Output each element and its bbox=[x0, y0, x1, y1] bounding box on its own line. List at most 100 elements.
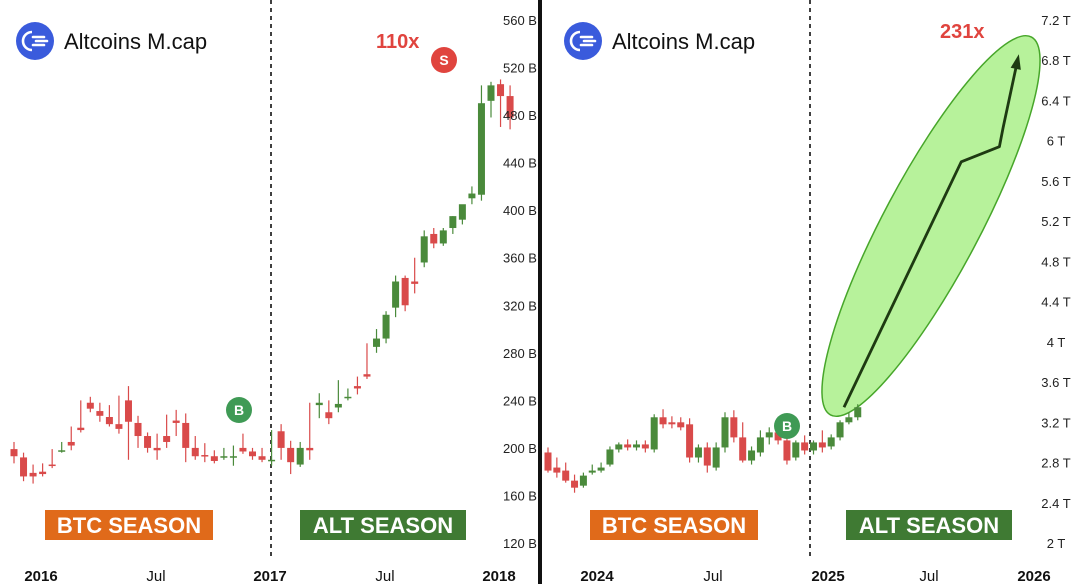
y-tick-label: 480 B bbox=[503, 108, 537, 123]
candle bbox=[497, 79, 505, 127]
candle bbox=[115, 395, 123, 434]
candle bbox=[615, 442, 623, 453]
y-tick-label: 2.8 T bbox=[1041, 456, 1070, 471]
panel-divider bbox=[538, 0, 542, 584]
candle bbox=[153, 433, 161, 460]
candle bbox=[836, 420, 844, 441]
y-tick-label: 2.4 T bbox=[1041, 496, 1070, 511]
y-tick-label: 4.4 T bbox=[1041, 295, 1070, 310]
y-tick-label: 520 B bbox=[503, 61, 537, 76]
candle bbox=[827, 434, 835, 450]
y-tick-label: 3.6 T bbox=[1041, 375, 1070, 390]
candle bbox=[258, 447, 266, 463]
candle bbox=[325, 400, 333, 425]
candle bbox=[411, 257, 419, 294]
y-tick-label: 3.2 T bbox=[1041, 415, 1070, 430]
candles-2024 bbox=[544, 404, 862, 493]
x-tick-2018: 2018 bbox=[482, 568, 515, 584]
candle bbox=[77, 400, 85, 433]
candle bbox=[363, 343, 371, 379]
candle bbox=[801, 435, 809, 455]
y-tick-label: 160 B bbox=[503, 488, 537, 503]
candle bbox=[58, 441, 66, 453]
candle bbox=[373, 329, 381, 353]
candle bbox=[810, 440, 817, 455]
y-tick-label: 6 T bbox=[1047, 134, 1066, 149]
candle bbox=[163, 414, 171, 448]
candle bbox=[315, 393, 323, 419]
y-tick-label: 360 B bbox=[503, 251, 537, 266]
buy-marker-label: B bbox=[234, 402, 244, 418]
y-tick-label: 2 T bbox=[1047, 536, 1066, 551]
candle bbox=[553, 457, 561, 478]
candle bbox=[134, 415, 142, 448]
candle bbox=[144, 432, 152, 453]
candle bbox=[624, 439, 632, 451]
y-tick-label: 5.2 T bbox=[1041, 214, 1070, 229]
candle bbox=[229, 445, 237, 466]
candle bbox=[845, 412, 853, 425]
candle bbox=[344, 388, 352, 401]
candle bbox=[668, 416, 676, 429]
candle bbox=[334, 380, 342, 413]
candle bbox=[268, 430, 276, 466]
candle bbox=[29, 464, 37, 484]
candle bbox=[20, 452, 28, 482]
y-tick-label: 280 B bbox=[503, 346, 537, 361]
btc-season-badge: BTC SEASON bbox=[45, 510, 213, 540]
candle bbox=[765, 427, 773, 445]
alt-season-badge: ALT SEASON bbox=[300, 510, 466, 540]
candle bbox=[703, 442, 711, 473]
candle bbox=[449, 216, 457, 234]
candle bbox=[792, 440, 800, 461]
candle bbox=[562, 462, 570, 483]
candle bbox=[477, 85, 485, 201]
buy-marker-label-2: B bbox=[782, 418, 792, 434]
altcoin-chart-2024-2026: 7.2 T 6.8 T 6.4 T 6 T 5.6 T 5.2 T 4.8 T 4.4 T 4 … bbox=[542, 0, 1080, 584]
candle bbox=[420, 230, 428, 268]
y-tick-label: 7.2 T bbox=[1041, 13, 1070, 28]
x-tick-2026: 2026 bbox=[1017, 568, 1050, 584]
candle bbox=[239, 433, 247, 454]
candle bbox=[105, 405, 113, 427]
candle bbox=[650, 414, 658, 453]
candle bbox=[191, 436, 199, 460]
candle bbox=[739, 422, 747, 463]
candle bbox=[854, 404, 862, 421]
candle bbox=[296, 441, 304, 467]
x-tick-jul-3: Jul bbox=[703, 568, 722, 584]
buy-marker: B bbox=[226, 397, 252, 423]
candle bbox=[458, 204, 466, 225]
candle bbox=[544, 447, 552, 473]
candle bbox=[571, 474, 579, 493]
candle bbox=[172, 409, 180, 437]
candle bbox=[721, 412, 729, 453]
y-tick-label: 4.8 T bbox=[1041, 254, 1070, 269]
candle bbox=[633, 440, 640, 451]
candle bbox=[730, 410, 738, 443]
candle bbox=[756, 430, 764, 457]
candle bbox=[210, 450, 218, 464]
candle bbox=[606, 446, 614, 467]
y-tick-label: 6.8 T bbox=[1041, 53, 1070, 68]
multiplier-label: 110x bbox=[376, 31, 419, 53]
candle bbox=[712, 442, 720, 471]
candle bbox=[249, 447, 256, 460]
x-tick-2024: 2024 bbox=[580, 568, 614, 584]
y-tick-label: 320 B bbox=[503, 298, 537, 313]
x-tick-jul-2: Jul bbox=[375, 568, 394, 584]
btc-season-badge-2: BTC SEASON bbox=[590, 510, 758, 540]
candle bbox=[641, 440, 649, 453]
y-tick-label: 440 B bbox=[503, 156, 537, 171]
candle bbox=[487, 81, 495, 118]
candle bbox=[353, 376, 361, 395]
candle bbox=[468, 186, 476, 205]
alt-season-badge-2: ALT SEASON bbox=[846, 510, 1012, 540]
x-tick-jul: Jul bbox=[146, 568, 165, 584]
multiplier-label-2: 231x bbox=[940, 21, 985, 43]
candle bbox=[597, 462, 605, 473]
candle bbox=[277, 424, 285, 460]
candles-2016 bbox=[10, 79, 514, 484]
candle bbox=[10, 441, 18, 464]
candle bbox=[48, 449, 56, 469]
